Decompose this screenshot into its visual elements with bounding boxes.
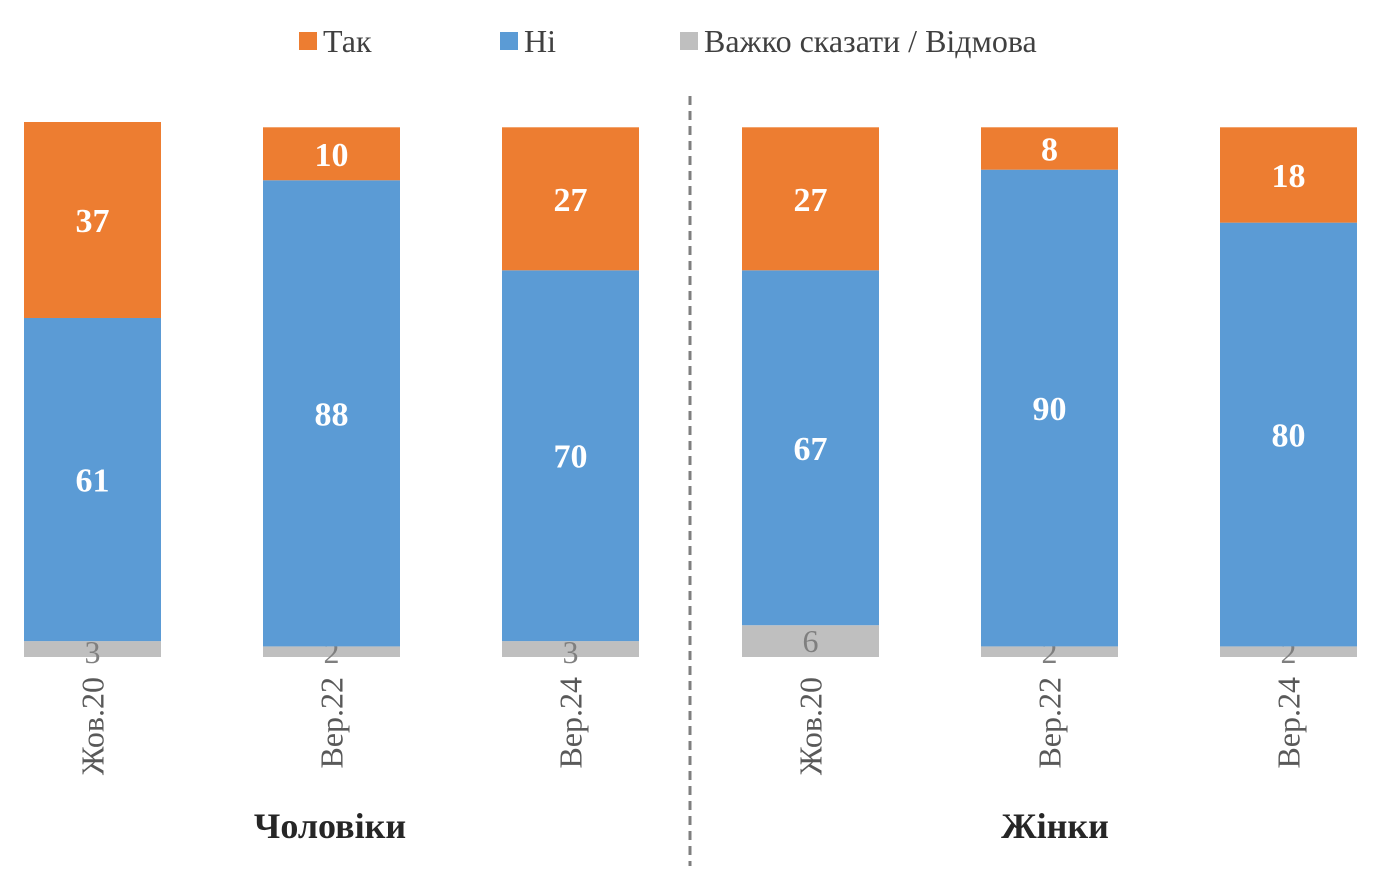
category-label: Вер.22 xyxy=(1032,677,1068,769)
group-labels: Чоловіки Жінки xyxy=(254,806,1109,846)
bar-segment-tak xyxy=(981,127,1118,170)
bar-segment-tak xyxy=(1220,127,1357,223)
category-labels: Жов.20 Вер.22 Вер.24 Жов.20 Вер.22 Вер.24 xyxy=(75,677,1307,775)
data-label-ni: 70 xyxy=(554,439,588,476)
data-label-tak: 18 xyxy=(1272,158,1306,195)
legend-label-ni: Ні xyxy=(524,23,556,59)
legend-label-tak: Так xyxy=(323,23,372,59)
group-label: Чоловіки xyxy=(254,806,406,846)
category-label: Вер.24 xyxy=(1271,677,1307,769)
legend-label-vazhko: Важко сказати / Відмова xyxy=(704,23,1037,59)
bar-segment-vazhko xyxy=(981,646,1118,657)
bar-segment-vazhko xyxy=(502,641,639,657)
category-label: Жов.20 xyxy=(75,677,111,775)
data-label-tak: 27 xyxy=(554,182,588,219)
bar-segment-tak xyxy=(24,122,161,318)
category-label: Жов.20 xyxy=(793,677,829,775)
data-label-ni: 88 xyxy=(315,396,349,433)
bar-segment-ni xyxy=(502,270,639,642)
bar-segment-ni xyxy=(981,169,1118,647)
data-label-tak: 8 xyxy=(1041,131,1058,168)
group-label: Жінки xyxy=(1001,806,1109,846)
bar-segment-vazhko xyxy=(742,625,879,657)
data-label-ni: 90 xyxy=(1033,391,1067,428)
data-label-ni: 61 xyxy=(76,463,110,500)
data-label-vazhko: 3 xyxy=(563,634,579,670)
bar-segment-vazhko xyxy=(1220,646,1357,657)
bar-segment-tak xyxy=(263,127,400,181)
data-label-ni: 67 xyxy=(794,431,828,468)
category-label: Вер.22 xyxy=(314,677,350,769)
legend-swatch-tak xyxy=(299,32,317,50)
data-label-tak: 10 xyxy=(315,137,349,174)
bar-segment-tak xyxy=(502,127,639,271)
legend-swatch-ni xyxy=(500,32,518,50)
data-label-tak: 27 xyxy=(794,182,828,219)
data-label-vazhko: 6 xyxy=(803,623,819,659)
bar-segment-ni xyxy=(24,317,161,642)
data-label-vazhko: 3 xyxy=(85,634,101,670)
legend-swatch-vazhko xyxy=(680,32,698,50)
data-label-ni: 80 xyxy=(1272,418,1306,455)
category-label: Вер.24 xyxy=(553,677,589,769)
legend: Так Ні Важко сказати / Відмова xyxy=(299,23,1037,59)
data-label-tak: 37 xyxy=(76,203,110,240)
bar-segment-ni xyxy=(742,270,879,626)
bar-segment-tak xyxy=(742,127,879,271)
bar-segment-ni xyxy=(263,180,400,647)
bar-segment-vazhko xyxy=(263,646,400,657)
bar-segment-vazhko xyxy=(24,641,161,657)
bar-segment-ni xyxy=(1220,222,1357,647)
